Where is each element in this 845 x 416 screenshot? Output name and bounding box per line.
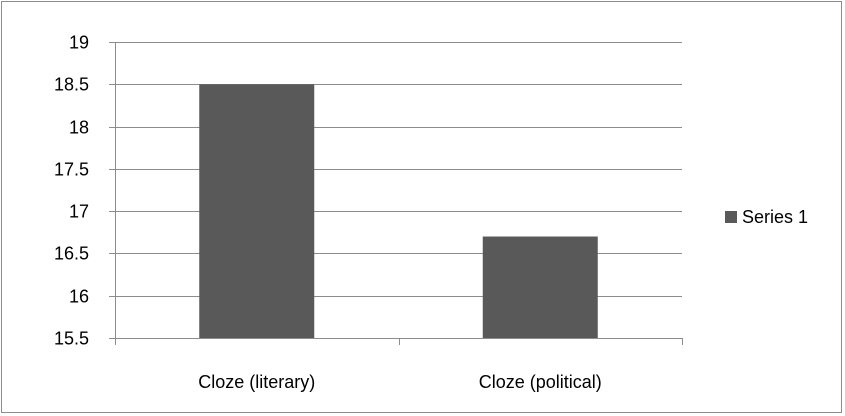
axes [109,42,683,345]
y-tick-label: 15.5 [54,329,89,349]
x-tick-label: Cloze (political) [479,372,602,392]
bar-1 [199,84,315,339]
y-tick-labels: 15.5 16 16.5 17 17.5 18 18.5 19 [54,33,89,349]
legend-label-series-1: Series 1 [742,207,808,227]
y-tick-label: 18 [69,118,89,138]
x-tick-label: Cloze (literary) [198,372,315,392]
y-tick-label: 16 [69,287,89,307]
y-tick-label: 18.5 [54,75,89,95]
bars [199,84,598,339]
y-tick-label: 16.5 [54,244,89,264]
legend: Series 1 [725,207,808,227]
y-tick-label: 17.5 [54,160,89,180]
x-tick-labels: Cloze (literary) Cloze (political) [198,372,602,392]
y-tick-label: 17 [69,202,89,222]
legend-swatch-series-1 [725,211,737,223]
y-tick-label: 19 [69,33,89,53]
bar-2 [482,236,598,338]
